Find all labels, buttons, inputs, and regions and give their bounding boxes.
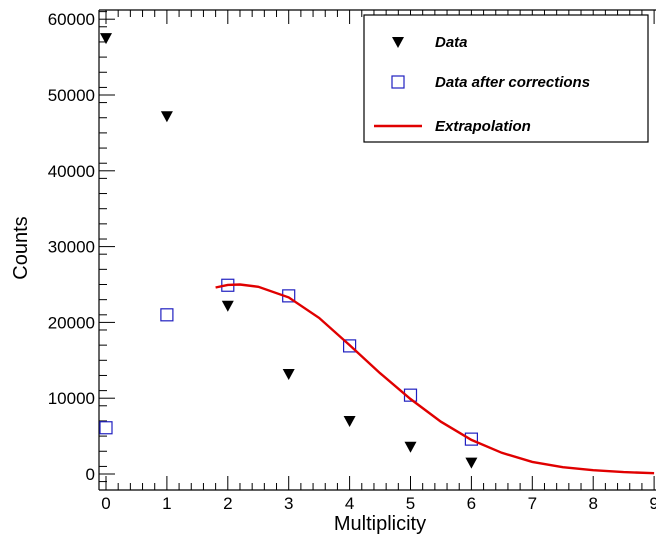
legend: Data Data after corrections Extrapolation — [363, 14, 649, 143]
x-axis-title: Multiplicity — [334, 513, 426, 535]
data-point-triangle — [404, 441, 417, 453]
x-tick-label: 9 — [649, 494, 656, 513]
extrapolation-line — [215, 283, 655, 475]
x-tick-label: 6 — [467, 494, 476, 513]
axes: 0 1 2 3 4 5 6 7 8 9 0 10000 20000 30000 40000 50000 6000… — [48, 9, 656, 513]
legend-marker-square — [391, 75, 405, 89]
data-point-triangle — [282, 368, 295, 380]
legend-box — [363, 14, 649, 143]
data-point-square — [99, 421, 113, 435]
data-point-triangle — [221, 300, 234, 312]
data-point-triangle — [160, 111, 173, 123]
y-tick-label: 40000 — [48, 162, 95, 181]
data-point-square — [464, 432, 478, 446]
plot-series — [99, 33, 655, 475]
data-point-square — [160, 308, 174, 322]
x-tick-label: 7 — [528, 494, 537, 513]
x-tick-label: 5 — [406, 494, 415, 513]
x-tick-label: 2 — [223, 494, 232, 513]
y-tick-label: 20000 — [48, 313, 95, 332]
y-tick-label: 60000 — [48, 10, 95, 29]
y-tick-label: 50000 — [48, 86, 95, 105]
data-point-triangle — [100, 33, 112, 45]
y-tick-label: 30000 — [48, 238, 95, 257]
y-axis-title: Counts — [10, 216, 32, 279]
x-tick-label: 1 — [162, 494, 171, 513]
legend-label: Extrapolation — [435, 118, 531, 135]
legend-label: Data after corrections — [435, 74, 590, 91]
x-tick-label: 3 — [284, 494, 293, 513]
x-tick-label: 0 — [101, 494, 110, 513]
x-tick-label: 8 — [588, 494, 597, 513]
x-tick-label: 4 — [345, 494, 354, 513]
y-tick-label: 10000 — [48, 389, 95, 408]
legend-label: Data — [435, 34, 468, 51]
data-point-triangle — [343, 415, 356, 427]
y-tick-label: 0 — [86, 465, 95, 484]
data-point-square — [343, 339, 357, 353]
data-point-triangle — [465, 457, 478, 469]
legend-marker-triangle — [392, 37, 404, 48]
